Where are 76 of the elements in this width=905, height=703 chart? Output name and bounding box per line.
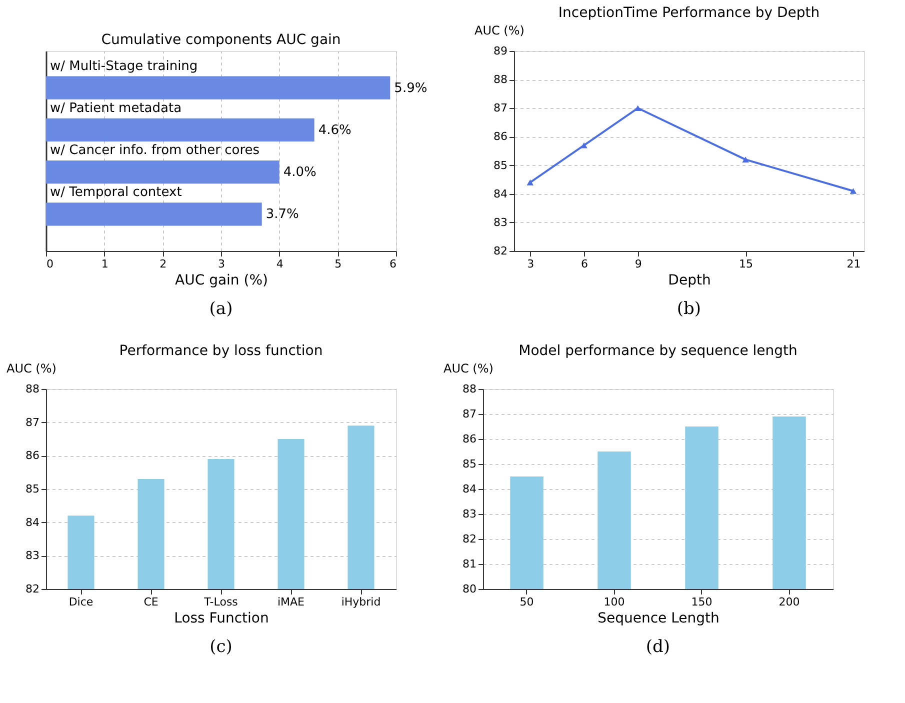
y-tick-label: 88: [462, 382, 476, 396]
x-axis-title: Loss Function: [174, 610, 269, 626]
y-tick-label: 83: [494, 216, 508, 229]
x-tick-label: CE: [144, 596, 158, 608]
y-axis-title: AUC (%): [444, 362, 494, 376]
category-label: w/ Temporal context: [50, 185, 182, 200]
y-tick-label: 86: [494, 130, 508, 144]
y-tick-label: 81: [462, 558, 476, 570]
y-tick-label: 89: [494, 44, 508, 58]
x-tick-label: 0: [46, 258, 54, 270]
y-tick-label: 85: [26, 482, 40, 496]
x-tick-label: 2: [160, 258, 167, 270]
bar: [46, 118, 314, 142]
x-tick-label: 3: [527, 258, 534, 270]
y-tick-label: 88: [494, 73, 508, 86]
y-tick-label: 84: [494, 187, 508, 200]
point: [742, 156, 749, 162]
text: (d): [646, 637, 670, 657]
chart-title: InceptionTime Performance by Depth: [558, 5, 820, 21]
y-tick-label: 83: [26, 549, 40, 562]
y-tick-label: 83: [462, 508, 476, 520]
category-label: w/ Cancer info. from other cores: [50, 143, 260, 158]
x-tick-label: 200: [778, 596, 800, 608]
x-tick-label: iHybrid: [341, 596, 381, 608]
y-axis-title: AUC (%): [6, 362, 56, 376]
chart-title: Performance by loss function: [119, 343, 323, 359]
bar: [46, 160, 280, 184]
x-axis-title: Depth: [668, 272, 711, 288]
x-tick-label: 3: [218, 258, 225, 270]
category-label: w/ Multi-Stage training: [50, 58, 198, 74]
x-tick-label: 150: [691, 596, 712, 608]
y-tick-label: 84: [462, 482, 476, 496]
category-label: w/ Patient metadata: [50, 100, 182, 116]
point: [526, 180, 534, 186]
data-label: 5.9%: [394, 80, 428, 96]
chart-title: Cumulative components AUC gain: [101, 32, 341, 48]
text: (b): [676, 299, 702, 319]
x-tick-label: 15: [739, 258, 754, 270]
x-tick-label: 5: [334, 258, 342, 270]
y-tick-label: 85: [494, 158, 508, 172]
x-tick-label: T-Loss: [203, 596, 238, 608]
x-tick-label: 50: [520, 596, 534, 608]
y-tick-label: 80: [462, 582, 476, 596]
data-label: 4.0%: [283, 165, 316, 180]
x-tick-label: 100: [604, 596, 625, 608]
point: [580, 142, 588, 148]
bar: [46, 76, 390, 100]
x-tick-label: Dice: [68, 596, 94, 608]
x-tick-label: 6: [390, 258, 396, 270]
y-axis-title: AUC (%): [474, 24, 524, 38]
data-label: 4.6%: [318, 122, 352, 138]
x-tick-label: 1: [101, 258, 108, 270]
y-tick-label: 87: [462, 408, 476, 420]
x-tick-label: 21: [846, 258, 861, 270]
y-tick-label: 88: [26, 382, 40, 396]
y-tick-label: 82: [26, 582, 40, 596]
text: (c): [210, 637, 232, 657]
y-tick-label: 86: [26, 449, 40, 462]
point: [850, 188, 857, 194]
y-tick-label: 87: [26, 416, 40, 429]
y-tick-label: 85: [462, 458, 476, 470]
data-label: 3.7%: [266, 207, 299, 222]
x-axis-title: AUC gain (%): [175, 272, 268, 288]
x-tick-label: 9: [634, 258, 642, 270]
x-tick-label: 6: [581, 258, 588, 270]
text: (a): [209, 299, 233, 319]
y-tick-label: 84: [26, 516, 40, 529]
y-tick-label: 87: [494, 102, 508, 115]
chart-title: Model performance by sequence length: [518, 343, 798, 359]
y-tick-label: 82: [494, 244, 508, 258]
x-tick-label: 4: [276, 258, 284, 270]
y-tick-label: 86: [462, 432, 476, 446]
x-tick-label: iMAE: [277, 596, 305, 608]
y-tick-label: 82: [462, 532, 476, 546]
x-axis-title: Sequence Length: [598, 610, 720, 626]
bar: [46, 202, 262, 226]
